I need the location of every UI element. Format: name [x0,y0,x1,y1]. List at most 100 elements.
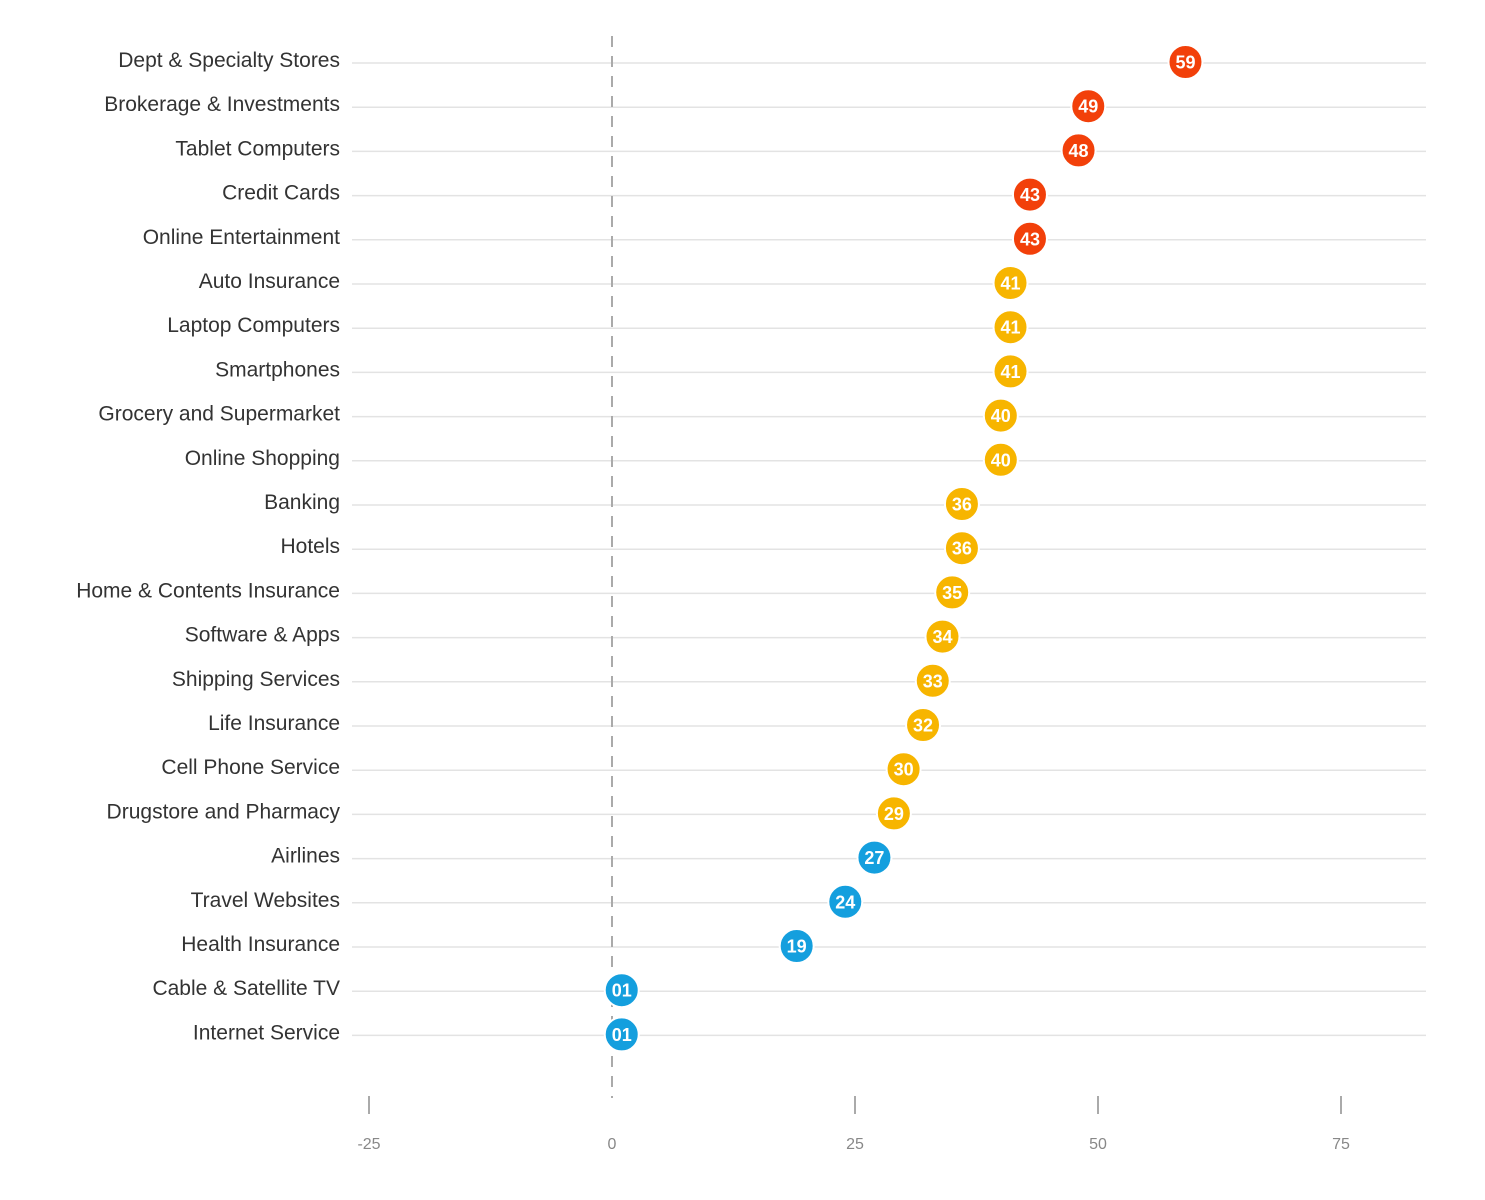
data-point-dot [1070,88,1107,125]
row-gridlines [352,62,1426,1037]
x-tick-label: 0 [608,1136,617,1153]
data-point-dot [982,397,1019,434]
category-label: Cell Phone Service [161,756,340,779]
category-label: Shipping Services [172,668,340,691]
data-point-dot [914,662,951,699]
data-point-label: 43 [1020,185,1040,205]
data-point: 41 [992,309,1029,346]
category-label: Airlines [271,845,340,868]
data-point-dot [982,441,1019,478]
data-point-label: 01 [612,1025,632,1045]
data-point: 40 [982,397,1019,434]
data-point-dot [875,795,912,832]
category-label: Banking [264,491,340,514]
data-point-label: 41 [1001,274,1021,294]
data-point-label: 40 [991,450,1011,470]
data-point-dot [603,1016,640,1053]
data-point-dot [1060,132,1097,169]
category-label: Credit Cards [222,182,340,205]
data-point: 35 [934,574,971,611]
category-label: Cable & Satellite TV [152,977,340,1000]
data-point-dot [1011,220,1048,257]
data-point-label: 49 [1078,97,1098,117]
data-point-label: 24 [835,892,855,912]
category-label: Brokerage & Investments [104,93,340,116]
category-label: Online Shopping [185,447,340,470]
data-point: 43 [1011,176,1048,213]
category-label: Hotels [280,535,340,558]
data-point-dot [992,309,1029,346]
data-point-label: 48 [1069,141,1089,161]
data-point: 36 [943,530,980,567]
data-point: 32 [905,707,942,743]
category-label: Online Entertainment [143,226,340,249]
data-points: 59 49 48 43 43 41 41 41 40 40 36 36 35 34 33 32 30 29 27 24… [603,44,1204,1053]
x-axis: -25 0 25 50 75 [357,36,1350,1153]
data-point: 29 [875,795,912,832]
data-point-dot [827,883,864,920]
x-tick-label: 50 [1089,1136,1107,1153]
data-point-label: 27 [864,848,884,868]
data-point: 27 [856,839,893,876]
data-point: 01 [603,972,640,1009]
data-point: 30 [885,751,922,788]
data-point-dot [943,486,980,522]
data-point-label: 36 [952,539,972,559]
category-label: Home & Contents Insurance [76,579,340,602]
data-point-label: 35 [942,583,962,603]
category-label: Life Insurance [208,712,340,735]
data-point-dot [992,353,1029,390]
category-label: Grocery and Supermarket [98,403,340,426]
category-labels: Dept & Specialty Stores Brokerage & Inves… [76,49,340,1044]
data-point-label: 36 [952,495,972,515]
data-point: 33 [914,662,951,699]
category-label: Smartphones [215,358,340,381]
x-tick-label: 75 [1332,1136,1350,1153]
category-label: Drugstore and Pharmacy [107,800,341,823]
data-point: 40 [982,441,1019,478]
data-point-dot [603,972,640,1009]
data-point-dot [885,751,922,788]
category-label: Travel Websites [191,889,340,912]
category-label: Software & Apps [185,624,340,647]
category-label: Auto Insurance [199,270,340,293]
data-point-dot [905,707,942,743]
data-point-label: 33 [923,671,943,691]
data-point-label: 41 [1001,362,1021,382]
data-point: 41 [992,265,1029,301]
data-point-dot [856,839,893,876]
data-point-label: 59 [1175,53,1195,73]
data-point: 24 [827,883,864,920]
data-point-dot [778,928,815,964]
x-tick-label: -25 [357,1136,380,1153]
category-label: Laptop Computers [167,314,340,337]
data-point: 59 [1167,44,1204,80]
data-point-label: 32 [913,716,933,736]
data-point-label: 43 [1020,229,1040,249]
data-point-label: 01 [612,981,632,1001]
data-point-dot [934,574,971,611]
category-label: Internet Service [193,1021,340,1044]
data-point: 41 [992,353,1029,390]
data-point-label: 41 [1001,318,1021,338]
data-point-dot [943,530,980,567]
data-point-dot [992,265,1029,301]
data-point: 34 [924,618,961,655]
data-point: 49 [1070,88,1107,125]
category-label: Health Insurance [181,933,340,956]
x-tick-label: 25 [846,1136,864,1153]
data-point: 19 [778,928,815,964]
category-label: Tablet Computers [175,137,340,160]
data-point-label: 19 [787,937,807,957]
data-point-dot [1011,176,1048,213]
data-point-label: 34 [932,627,952,647]
data-point: 36 [943,486,980,522]
category-label: Dept & Specialty Stores [118,49,340,72]
data-point-label: 30 [894,760,914,780]
data-point-dot [1167,44,1204,80]
data-point-label: 40 [991,406,1011,426]
data-point: 43 [1011,220,1048,257]
data-point: 48 [1060,132,1097,169]
data-point-label: 29 [884,804,904,824]
